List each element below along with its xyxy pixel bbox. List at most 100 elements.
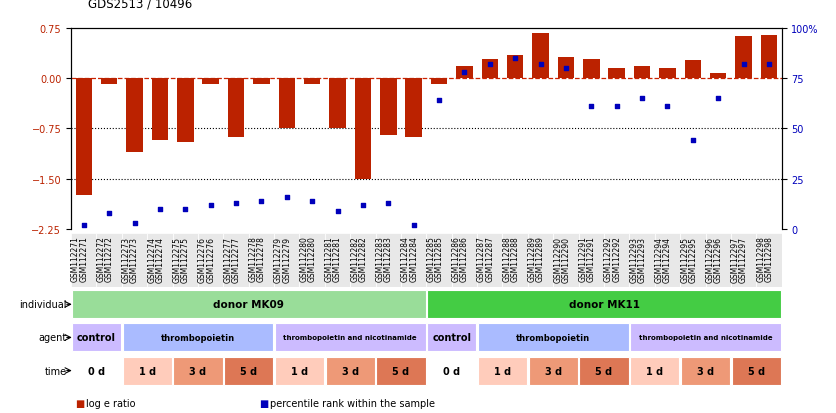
Text: 0 d: 0 d bbox=[443, 366, 461, 376]
Text: GSM112271: GSM112271 bbox=[71, 236, 80, 282]
Bar bbox=[177, 79, 193, 142]
FancyBboxPatch shape bbox=[198, 233, 223, 287]
Point bbox=[331, 208, 344, 214]
FancyBboxPatch shape bbox=[427, 291, 781, 318]
Text: GSM112283: GSM112283 bbox=[375, 236, 385, 282]
Point bbox=[280, 194, 293, 200]
Point bbox=[356, 202, 370, 209]
FancyBboxPatch shape bbox=[72, 357, 121, 385]
FancyBboxPatch shape bbox=[655, 233, 681, 287]
Text: donor MK09: donor MK09 bbox=[213, 299, 284, 310]
Text: GSM112280: GSM112280 bbox=[299, 236, 308, 282]
Text: GSM112274: GSM112274 bbox=[147, 236, 156, 282]
Text: GSM112287: GSM112287 bbox=[477, 236, 486, 282]
Text: 1 d: 1 d bbox=[139, 366, 155, 376]
Text: GSM112278: GSM112278 bbox=[257, 236, 266, 282]
FancyBboxPatch shape bbox=[478, 324, 629, 351]
Text: 5 d: 5 d bbox=[747, 366, 765, 376]
Bar bbox=[304, 79, 320, 84]
Point bbox=[179, 206, 192, 212]
Text: individual: individual bbox=[19, 299, 67, 310]
Bar bbox=[380, 79, 396, 136]
Text: GSM112292: GSM112292 bbox=[612, 236, 621, 282]
Point bbox=[255, 198, 268, 204]
Text: GSM112271: GSM112271 bbox=[79, 236, 89, 282]
Bar bbox=[253, 79, 270, 84]
Text: GSM112298: GSM112298 bbox=[764, 236, 773, 282]
FancyBboxPatch shape bbox=[223, 233, 249, 287]
FancyBboxPatch shape bbox=[173, 357, 222, 385]
Text: GSM112277: GSM112277 bbox=[223, 236, 232, 282]
Point bbox=[407, 222, 421, 228]
Text: GSM112297: GSM112297 bbox=[731, 236, 740, 282]
Text: GSM112285: GSM112285 bbox=[426, 236, 436, 282]
Bar bbox=[405, 79, 422, 138]
Point bbox=[77, 222, 90, 228]
Text: GSM112288: GSM112288 bbox=[502, 236, 512, 282]
Text: GSM112286: GSM112286 bbox=[451, 236, 461, 282]
FancyBboxPatch shape bbox=[477, 233, 502, 287]
Point bbox=[584, 104, 598, 110]
Text: GSM112287: GSM112287 bbox=[486, 236, 494, 282]
Text: thrombopoietin: thrombopoietin bbox=[516, 333, 590, 342]
FancyBboxPatch shape bbox=[630, 357, 680, 385]
Point bbox=[483, 62, 497, 68]
Text: GSM112272: GSM112272 bbox=[96, 236, 105, 282]
Text: 1 d: 1 d bbox=[494, 366, 511, 376]
Bar bbox=[126, 79, 143, 152]
Bar bbox=[558, 58, 574, 79]
FancyBboxPatch shape bbox=[502, 233, 528, 287]
Text: GSM112295: GSM112295 bbox=[681, 236, 689, 282]
Text: GSM112280: GSM112280 bbox=[308, 236, 317, 282]
Text: GSM112298: GSM112298 bbox=[757, 236, 765, 282]
FancyBboxPatch shape bbox=[681, 357, 730, 385]
FancyBboxPatch shape bbox=[275, 357, 324, 385]
Text: 5 d: 5 d bbox=[595, 366, 613, 376]
Text: GSM112291: GSM112291 bbox=[587, 236, 596, 282]
Text: GSM112278: GSM112278 bbox=[249, 236, 257, 282]
Point bbox=[686, 138, 700, 145]
FancyBboxPatch shape bbox=[96, 233, 122, 287]
FancyBboxPatch shape bbox=[731, 233, 757, 287]
FancyBboxPatch shape bbox=[172, 233, 198, 287]
Text: 3 d: 3 d bbox=[545, 366, 562, 376]
FancyBboxPatch shape bbox=[427, 357, 477, 385]
Text: GSM112276: GSM112276 bbox=[206, 236, 215, 282]
Text: GSM112285: GSM112285 bbox=[435, 236, 444, 282]
Text: GSM112297: GSM112297 bbox=[739, 236, 748, 282]
Text: control: control bbox=[77, 332, 116, 343]
Text: GSM112273: GSM112273 bbox=[122, 236, 130, 282]
Text: GSM112286: GSM112286 bbox=[460, 236, 469, 282]
Text: GSM112290: GSM112290 bbox=[553, 236, 563, 282]
Text: GSM112292: GSM112292 bbox=[604, 236, 613, 282]
Bar bbox=[101, 79, 117, 84]
Text: agent: agent bbox=[38, 332, 67, 343]
FancyBboxPatch shape bbox=[274, 233, 299, 287]
Text: GSM112275: GSM112275 bbox=[172, 236, 181, 282]
FancyBboxPatch shape bbox=[123, 357, 172, 385]
Text: 5 d: 5 d bbox=[240, 366, 257, 376]
Text: ■: ■ bbox=[75, 398, 84, 408]
FancyBboxPatch shape bbox=[451, 233, 477, 287]
FancyBboxPatch shape bbox=[147, 233, 172, 287]
FancyBboxPatch shape bbox=[376, 357, 426, 385]
Bar bbox=[354, 79, 371, 179]
Point bbox=[610, 104, 624, 110]
Text: GSM112279: GSM112279 bbox=[274, 236, 283, 282]
Point bbox=[128, 220, 141, 226]
Bar bbox=[685, 61, 701, 79]
Point bbox=[153, 206, 166, 212]
Text: GSM112276: GSM112276 bbox=[198, 236, 207, 282]
FancyBboxPatch shape bbox=[706, 233, 731, 287]
FancyBboxPatch shape bbox=[325, 357, 375, 385]
FancyBboxPatch shape bbox=[275, 324, 426, 351]
FancyBboxPatch shape bbox=[426, 233, 451, 287]
Text: GSM112294: GSM112294 bbox=[663, 236, 672, 282]
Bar bbox=[736, 37, 752, 79]
Text: GSM112289: GSM112289 bbox=[528, 236, 537, 282]
FancyBboxPatch shape bbox=[123, 324, 273, 351]
Text: 3 d: 3 d bbox=[342, 366, 359, 376]
FancyBboxPatch shape bbox=[732, 357, 781, 385]
FancyBboxPatch shape bbox=[375, 233, 401, 287]
FancyBboxPatch shape bbox=[350, 233, 375, 287]
